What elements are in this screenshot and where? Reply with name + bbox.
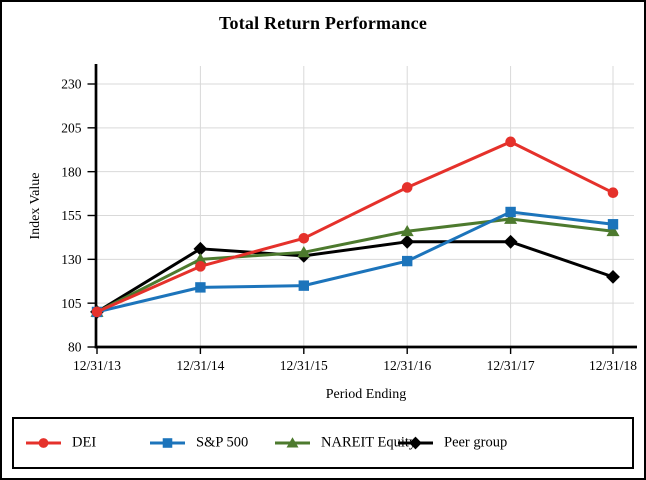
series-nareit-equity-marker [297,246,311,258]
total-return-line-chart: 80 105 130 155 180 205 230 12/31/13 12/31/14 12/3… [28,64,637,402]
chart-title: Total Return Performance [218,13,428,33]
series-s-p-500-marker [402,255,413,267]
legend-diamond-icon [398,436,433,450]
series-nareit-equity-marker [400,224,414,237]
y-tick-label: 230 [61,77,82,92]
x-tick-label: 12/31/13 [73,358,121,373]
legend-sample-marker [162,438,173,448]
legend-label: DEI [72,434,97,451]
y-tick-label: 180 [61,164,82,179]
series-peer-group-line [95,240,615,314]
legend-label: Peer group [444,434,508,451]
x-tick-label: 12/31/17 [487,358,535,373]
x-tick-label: 12/31/18 [589,358,637,373]
legend-sample-marker [38,438,49,448]
x-tick-label: 12/31/16 [383,358,431,373]
legend-item-nareit-equity: NAREIT Equity [274,435,416,452]
y-tick-label: 105 [61,296,82,311]
x-axis-title: Period Ending [326,387,407,402]
x-tick-label: 12/31/14 [176,358,224,373]
series-s-p-500-marker [505,206,516,218]
chart-legend: DEI S&P 500 NAREIT Equity Peer group [12,417,634,469]
series-peer-group-marker [606,269,620,284]
y-tick-label: 80 [68,340,82,355]
legend-square-icon [150,438,185,448]
y-tick-label: 205 [61,120,82,135]
y-axis-title: Index Value [28,173,43,240]
series-nareit-equity-line [95,217,615,314]
x-tick-label: 12/31/15 [280,358,328,373]
series-dei-marker [607,187,619,199]
series-dei-marker [298,232,310,244]
series-s-p-500-line [95,210,615,314]
series-dei-marker [195,261,206,272]
series-s-p-500-marker [298,280,309,291]
legend-item-peer-group: Peer group [397,435,507,452]
series-s-p-500-marker [607,219,619,230]
y-tick-label: 130 [61,252,82,267]
series-dei-marker [91,306,103,318]
series-nareit-equity-marker [606,224,620,237]
series-peer-group-marker [503,234,518,249]
series-nareit-equity-marker [193,253,207,265]
series-nareit-equity-marker [504,212,518,224]
series-s-p-500-marker [195,282,206,293]
series-dei-marker [505,136,516,148]
y-tick-label: 155 [61,208,82,223]
legend-circle-icon [26,438,61,448]
series-peer-group-marker [193,241,208,256]
legend-item-s-p-500: S&P 500 [149,435,248,452]
legend-label: S&P 500 [196,434,249,451]
legend-label: NAREIT Equity [321,434,417,451]
series-dei-line [95,140,615,314]
legend-sample-marker [286,437,299,448]
legend-triangle-icon [275,437,310,448]
legend-sample-marker [409,436,422,450]
series-peer-group-marker [400,234,415,249]
series-dei-marker [401,182,413,193]
legend-item-dei: DEI [25,435,96,452]
